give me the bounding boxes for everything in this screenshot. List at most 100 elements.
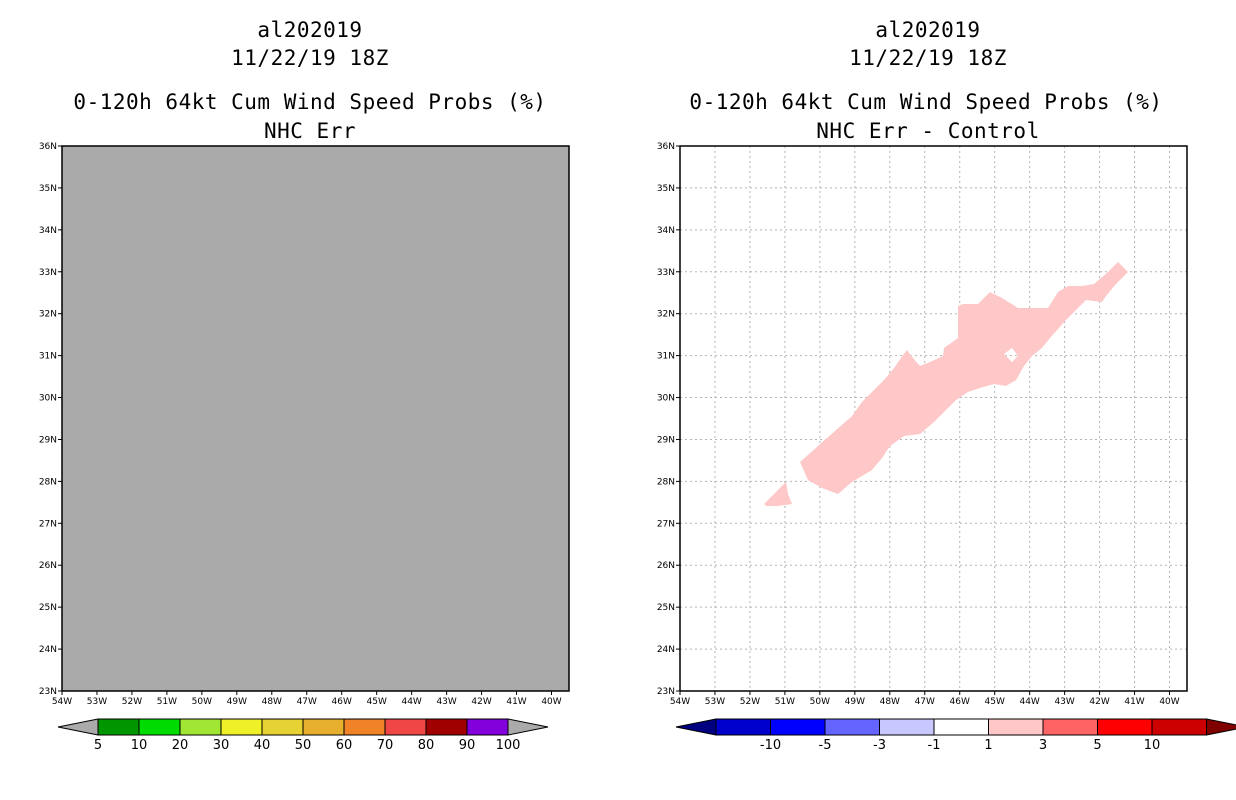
lat-label: 34N [39, 226, 57, 236]
colorbar-label: -5 [819, 738, 832, 753]
colorbar-over-triangle [1206, 718, 1236, 736]
lon-label: 48W [262, 697, 282, 707]
lat-label: 35N [657, 184, 675, 194]
right-datetime: 11/22/19 18Z [849, 46, 1007, 70]
lat-label: 31N [39, 352, 57, 362]
colorbar-label: 70 [377, 738, 394, 753]
colorbar-box [179, 718, 222, 736]
colorbar-under-triangle [675, 718, 717, 736]
colorbar-box [824, 718, 880, 736]
lon-label: 50W [810, 697, 830, 707]
colorbar-box [770, 718, 826, 736]
lat-label: 25N [39, 603, 57, 613]
lat-label: 28N [657, 477, 675, 487]
lat-label: 32N [39, 310, 57, 320]
lon-label: 54W [52, 697, 72, 707]
right-gridlines [680, 146, 1187, 691]
colorbar-label: 30 [213, 738, 230, 753]
lat-label: 32N [657, 310, 675, 320]
lat-label: 33N [657, 268, 675, 278]
colorbar-label: 3 [1039, 738, 1047, 753]
lon-label: 40W [1159, 697, 1179, 707]
right-title: 0-120h 64kt Cum Wind Speed Probs (%) [689, 90, 1163, 114]
lat-label: 24N [39, 645, 57, 655]
left-title: 0-120h 64kt Cum Wind Speed Probs (%) [73, 90, 547, 114]
colorbar-label: 40 [254, 738, 271, 753]
lon-label: 49W [845, 697, 865, 707]
colorbar-label: 100 [496, 738, 521, 753]
lat-label: 30N [39, 394, 57, 404]
right-storm-id: al202019 [875, 18, 981, 42]
colorbar-label: 5 [1093, 738, 1101, 753]
colorbar-label: 90 [459, 738, 476, 753]
lon-label: 45W [985, 697, 1005, 707]
colorbar-box [97, 718, 140, 736]
right-difference-shade [764, 262, 1128, 506]
colorbar-box [220, 718, 263, 736]
lat-label: 36N [39, 142, 57, 152]
lon-label: 53W [705, 697, 725, 707]
colorbar-label: -1 [928, 738, 941, 753]
colorbar-box [879, 718, 935, 736]
right-tick-marks [676, 145, 1171, 695]
lon-label: 46W [332, 697, 352, 707]
left-lat-labels: 36N 35N 34N 33N 32N 31N 30N 29N 28N 27N 26N 25N 24N 2… [39, 142, 57, 697]
right-map-panel: 36N 35N 34N 33N 32N 31N 30N 29N 28N 27N 26N 25N 24N 2… [657, 142, 1188, 707]
colorbar-box [425, 718, 468, 736]
colorbar-box [302, 718, 345, 736]
left-lon-labels: 54W 53W 52W 51W 50W 49W 48W 47W 46W 45W 44W 43W 42W 4… [52, 697, 562, 707]
lat-label: 26N [657, 561, 675, 571]
lat-label: 24N [657, 645, 675, 655]
lon-label: 40W [541, 697, 561, 707]
lat-label: 35N [39, 184, 57, 194]
left-colorbar: 5 10 20 30 40 50 60 70 80 90 100 [57, 718, 549, 753]
lon-label: 42W [1089, 697, 1109, 707]
colorbar-label: 10 [1144, 738, 1161, 753]
lat-label: 28N [39, 477, 57, 487]
lon-label: 46W [950, 697, 970, 707]
lat-label: 29N [39, 435, 57, 445]
left-subtitle: NHC Err [263, 119, 356, 143]
lon-label: 43W [436, 697, 456, 707]
colorbar-box [466, 718, 509, 736]
lat-label: 30N [657, 394, 675, 404]
lon-label: 53W [87, 697, 107, 707]
lat-label: 26N [39, 561, 57, 571]
colorbar-box [138, 718, 181, 736]
colorbar-label: -10 [760, 738, 781, 753]
colorbar-over-triangle [507, 718, 549, 736]
colorbar-box [343, 718, 386, 736]
lat-label: 25N [657, 603, 675, 613]
lon-label: 54W [670, 697, 690, 707]
left-map-panel: 36N 35N 34N 33N 32N 31N 30N 29N 28N 27N 26N 25N 24N 2… [39, 142, 570, 707]
colorbar-label: -3 [873, 738, 886, 753]
lon-label: 52W [122, 697, 142, 707]
lat-label: 23N [657, 687, 675, 697]
colorbar-box [933, 718, 989, 736]
lon-label: 51W [157, 697, 177, 707]
lat-label: 33N [39, 268, 57, 278]
lat-label: 34N [657, 226, 675, 236]
colorbar-box [1151, 718, 1207, 736]
lon-label: 52W [740, 697, 760, 707]
lat-label: 31N [657, 352, 675, 362]
colorbar-label: 80 [418, 738, 435, 753]
right-lat-labels: 36N 35N 34N 33N 32N 31N 30N 29N 28N 27N 26N 25N 24N 2… [657, 142, 675, 697]
lon-label: 42W [471, 697, 491, 707]
left-tick-marks [58, 145, 553, 695]
right-colorbar: -10 -5 -3 -1 1 3 5 10 [675, 718, 1236, 753]
lat-label: 36N [657, 142, 675, 152]
lat-label: 23N [39, 687, 57, 697]
left-storm-id: al202019 [257, 18, 363, 42]
colorbar-box [384, 718, 427, 736]
left-datetime: 11/22/19 18Z [231, 46, 389, 70]
lon-label: 44W [401, 697, 421, 707]
right-lon-labels: 54W 53W 52W 51W 50W 49W 48W 47W 46W 45W 44W 43W 42W 4… [670, 697, 1180, 707]
right-map-frame [679, 145, 1188, 692]
left-probability-fill [62, 146, 569, 691]
lon-label: 51W [775, 697, 795, 707]
colorbar-box [988, 718, 1044, 736]
lon-label: 45W [367, 697, 387, 707]
